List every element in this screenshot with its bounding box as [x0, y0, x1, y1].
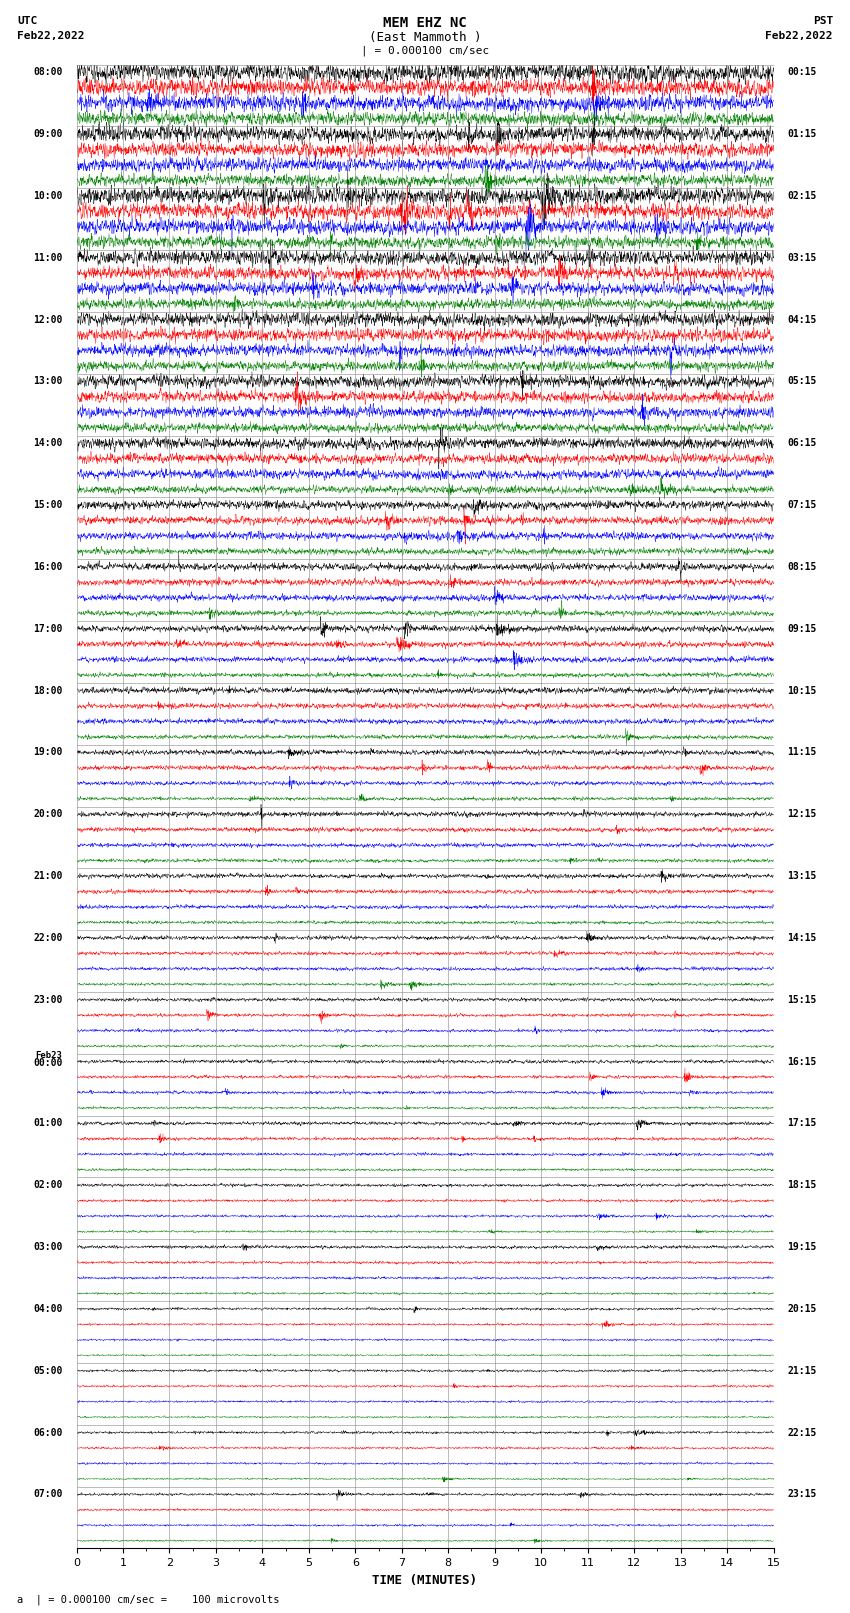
Text: Feb23: Feb23 — [36, 1052, 63, 1060]
Text: | = 0.000100 cm/sec: | = 0.000100 cm/sec — [361, 45, 489, 56]
Text: 20:00: 20:00 — [33, 810, 63, 819]
Text: 14:15: 14:15 — [787, 932, 817, 944]
Text: 07:00: 07:00 — [33, 1489, 63, 1500]
Text: 23:15: 23:15 — [787, 1489, 817, 1500]
Text: 21:15: 21:15 — [787, 1366, 817, 1376]
Text: 11:15: 11:15 — [787, 747, 817, 758]
Text: 15:15: 15:15 — [787, 995, 817, 1005]
Text: 15:00: 15:00 — [33, 500, 63, 510]
Text: 06:00: 06:00 — [33, 1428, 63, 1437]
Text: 03:00: 03:00 — [33, 1242, 63, 1252]
Text: PST: PST — [813, 16, 833, 26]
Text: 02:00: 02:00 — [33, 1181, 63, 1190]
Text: Feb22,2022: Feb22,2022 — [766, 31, 833, 40]
Text: 17:15: 17:15 — [787, 1118, 817, 1129]
Text: 08:00: 08:00 — [33, 68, 63, 77]
Text: 16:15: 16:15 — [787, 1057, 817, 1066]
Text: 09:15: 09:15 — [787, 624, 817, 634]
Text: 20:15: 20:15 — [787, 1303, 817, 1315]
Text: 08:15: 08:15 — [787, 561, 817, 573]
Text: 19:15: 19:15 — [787, 1242, 817, 1252]
Text: 16:00: 16:00 — [33, 561, 63, 573]
Text: 05:00: 05:00 — [33, 1366, 63, 1376]
Text: Feb22,2022: Feb22,2022 — [17, 31, 84, 40]
Text: 14:00: 14:00 — [33, 439, 63, 448]
Text: (East Mammoth ): (East Mammoth ) — [369, 31, 481, 44]
Text: a  | = 0.000100 cm/sec =    100 microvolts: a | = 0.000100 cm/sec = 100 microvolts — [17, 1594, 280, 1605]
Text: 00:15: 00:15 — [787, 68, 817, 77]
Text: 11:00: 11:00 — [33, 253, 63, 263]
Text: 13:15: 13:15 — [787, 871, 817, 881]
X-axis label: TIME (MINUTES): TIME (MINUTES) — [372, 1574, 478, 1587]
Text: 04:00: 04:00 — [33, 1303, 63, 1315]
Text: 00:00: 00:00 — [33, 1058, 63, 1068]
Text: 01:15: 01:15 — [787, 129, 817, 139]
Text: 12:00: 12:00 — [33, 315, 63, 324]
Text: 09:00: 09:00 — [33, 129, 63, 139]
Text: 10:15: 10:15 — [787, 686, 817, 695]
Text: MEM EHZ NC: MEM EHZ NC — [383, 16, 467, 31]
Text: 21:00: 21:00 — [33, 871, 63, 881]
Text: 04:15: 04:15 — [787, 315, 817, 324]
Text: 17:00: 17:00 — [33, 624, 63, 634]
Text: 05:15: 05:15 — [787, 376, 817, 387]
Text: 18:00: 18:00 — [33, 686, 63, 695]
Text: 12:15: 12:15 — [787, 810, 817, 819]
Text: 22:00: 22:00 — [33, 932, 63, 944]
Text: 19:00: 19:00 — [33, 747, 63, 758]
Text: 22:15: 22:15 — [787, 1428, 817, 1437]
Text: 07:15: 07:15 — [787, 500, 817, 510]
Text: 06:15: 06:15 — [787, 439, 817, 448]
Text: UTC: UTC — [17, 16, 37, 26]
Text: 18:15: 18:15 — [787, 1181, 817, 1190]
Text: 23:00: 23:00 — [33, 995, 63, 1005]
Text: 02:15: 02:15 — [787, 190, 817, 202]
Text: 01:00: 01:00 — [33, 1118, 63, 1129]
Text: 10:00: 10:00 — [33, 190, 63, 202]
Text: 03:15: 03:15 — [787, 253, 817, 263]
Text: 13:00: 13:00 — [33, 376, 63, 387]
